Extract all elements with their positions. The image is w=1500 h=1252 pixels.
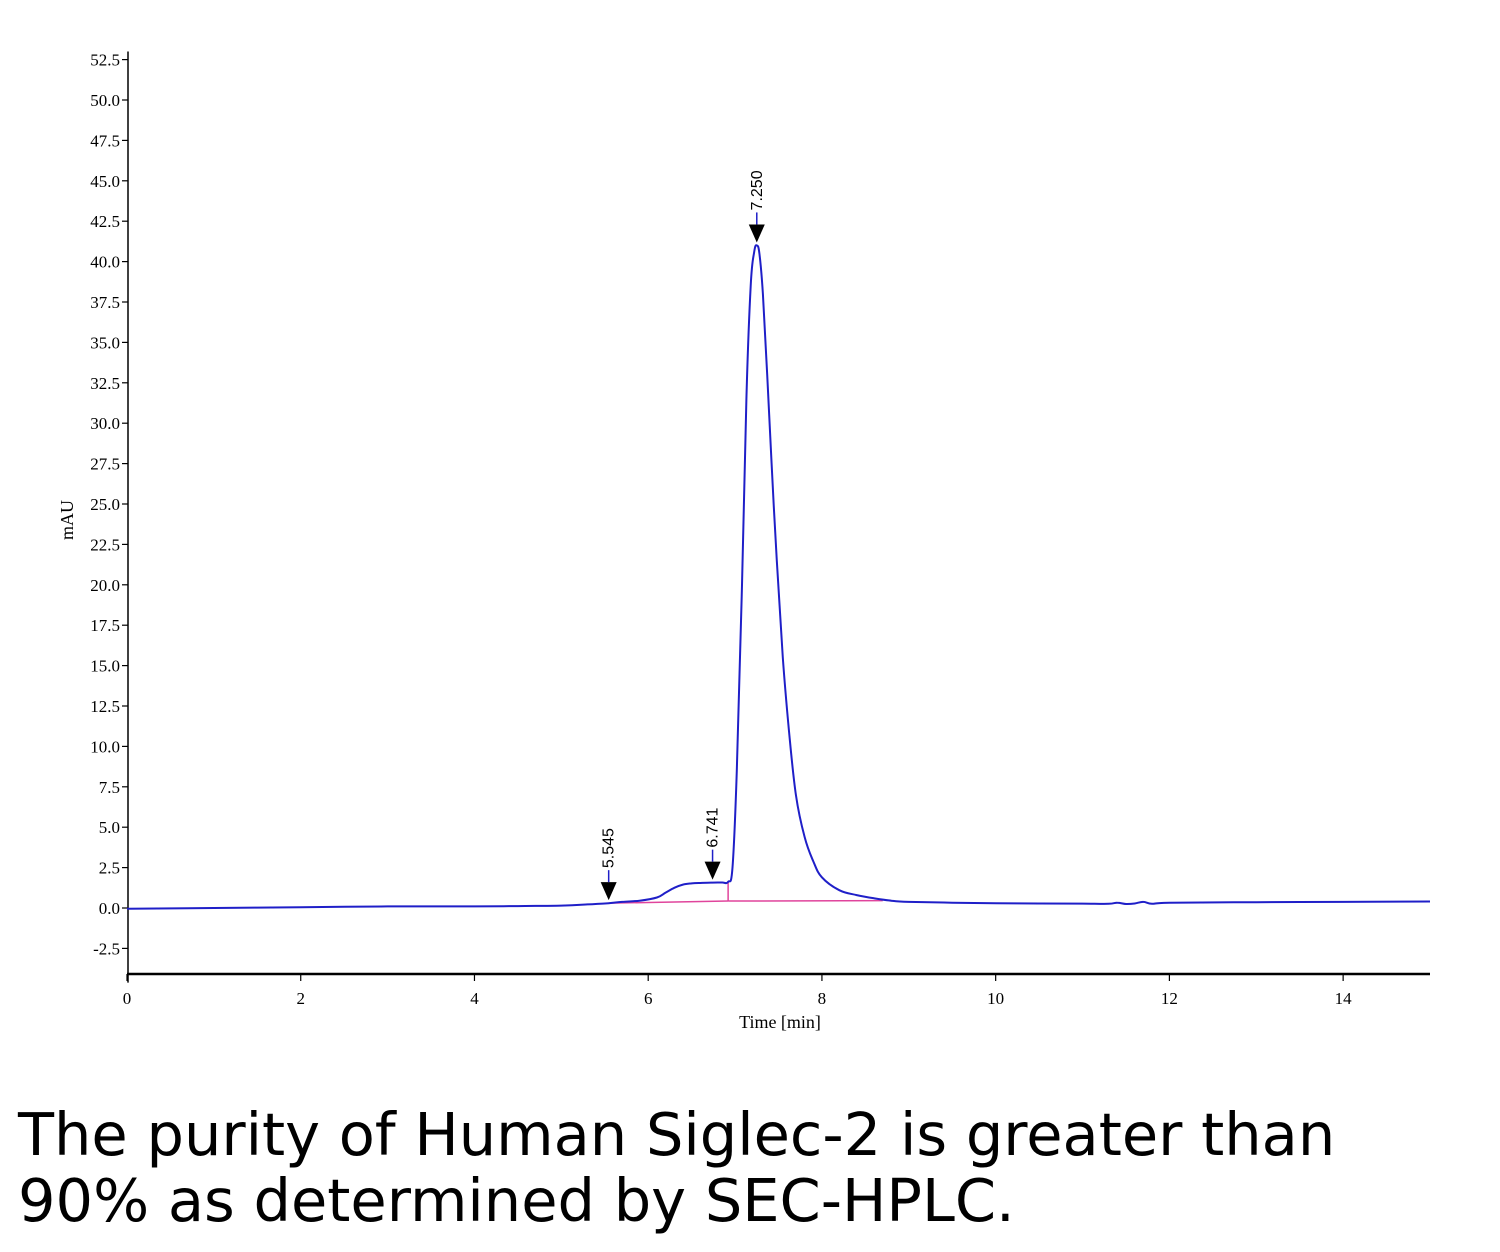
y-tick-label: 35.0 [90,333,120,352]
y-tick-label: 20.0 [90,576,120,595]
y-tick-label: -2.5 [93,939,120,958]
x-tick-label: 0 [123,989,132,1008]
y-tick-label: 50.0 [90,91,120,110]
y-axis: -2.5 0.0 2.5 5.0 7.5 10.0 12.5 15.0 17.5 20.0 22.5… [90,51,129,983]
y-tick-label: 15.0 [90,657,120,676]
x-axis-title: Time [min] [739,1012,821,1032]
y-tick-label: 32.5 [90,374,120,393]
peak-marker-arrow [748,224,765,243]
y-tick-label: 25.0 [90,495,120,514]
y-tick-label: 30.0 [90,414,120,433]
integration-baselines [608,881,883,904]
peak-marker-arrow [600,882,617,901]
y-tick-label: 47.5 [90,131,120,150]
chromatogram-trace [126,244,1431,910]
trace-line [126,244,1431,910]
baseline-segment [608,900,729,904]
x-tick-label: 12 [1161,989,1178,1008]
purity-caption: The purity of Human Siglec-2 is greater … [18,1102,1478,1234]
y-tick-label: 27.5 [90,455,120,474]
y-tick-label: 12.5 [90,697,120,716]
x-tick-label: 6 [644,989,653,1008]
chromatogram-chart: -2.5 0.0 2.5 5.0 7.5 10.0 12.5 15.0 17.5 20.0 22.5… [57,51,1431,1032]
y-tick-label: 42.5 [90,212,120,231]
y-tick-label: 40.0 [90,253,120,272]
peak-markers: 5.545 6.741 7.250 [600,170,766,901]
caption-line-1: The purity of Human Siglec-2 is greater … [18,1100,1336,1169]
peak-label: 6.741 [705,807,722,847]
y-tick-label: 2.5 [99,859,120,878]
peak-label: 7.250 [749,170,766,210]
x-axis: 0 2 4 6 8 10 12 14 [123,972,1430,1008]
peak-label: 5.545 [601,828,618,868]
y-tick-label: 37.5 [90,293,120,312]
y-tick-label: 22.5 [90,535,120,554]
y-tick-label: 0.0 [99,899,120,918]
x-tick-label: 10 [987,989,1004,1008]
y-tick-label: 5.0 [99,818,120,837]
x-tick-label: 2 [296,989,305,1008]
caption-line-2: 90% as determined by SEC-HPLC. [18,1166,1015,1235]
x-tick-label: 4 [470,989,479,1008]
y-tick-label: 52.5 [90,51,120,70]
x-tick-label: 8 [818,989,827,1008]
x-tick-label: 14 [1335,989,1353,1008]
y-tick-label: 10.0 [90,737,120,756]
y-tick-label: 7.5 [99,778,120,797]
y-axis-title: mAU [57,500,77,540]
y-tick-label: 17.5 [90,616,120,635]
y-tick-label: 45.0 [90,172,120,191]
peak-marker-arrow [704,861,721,880]
